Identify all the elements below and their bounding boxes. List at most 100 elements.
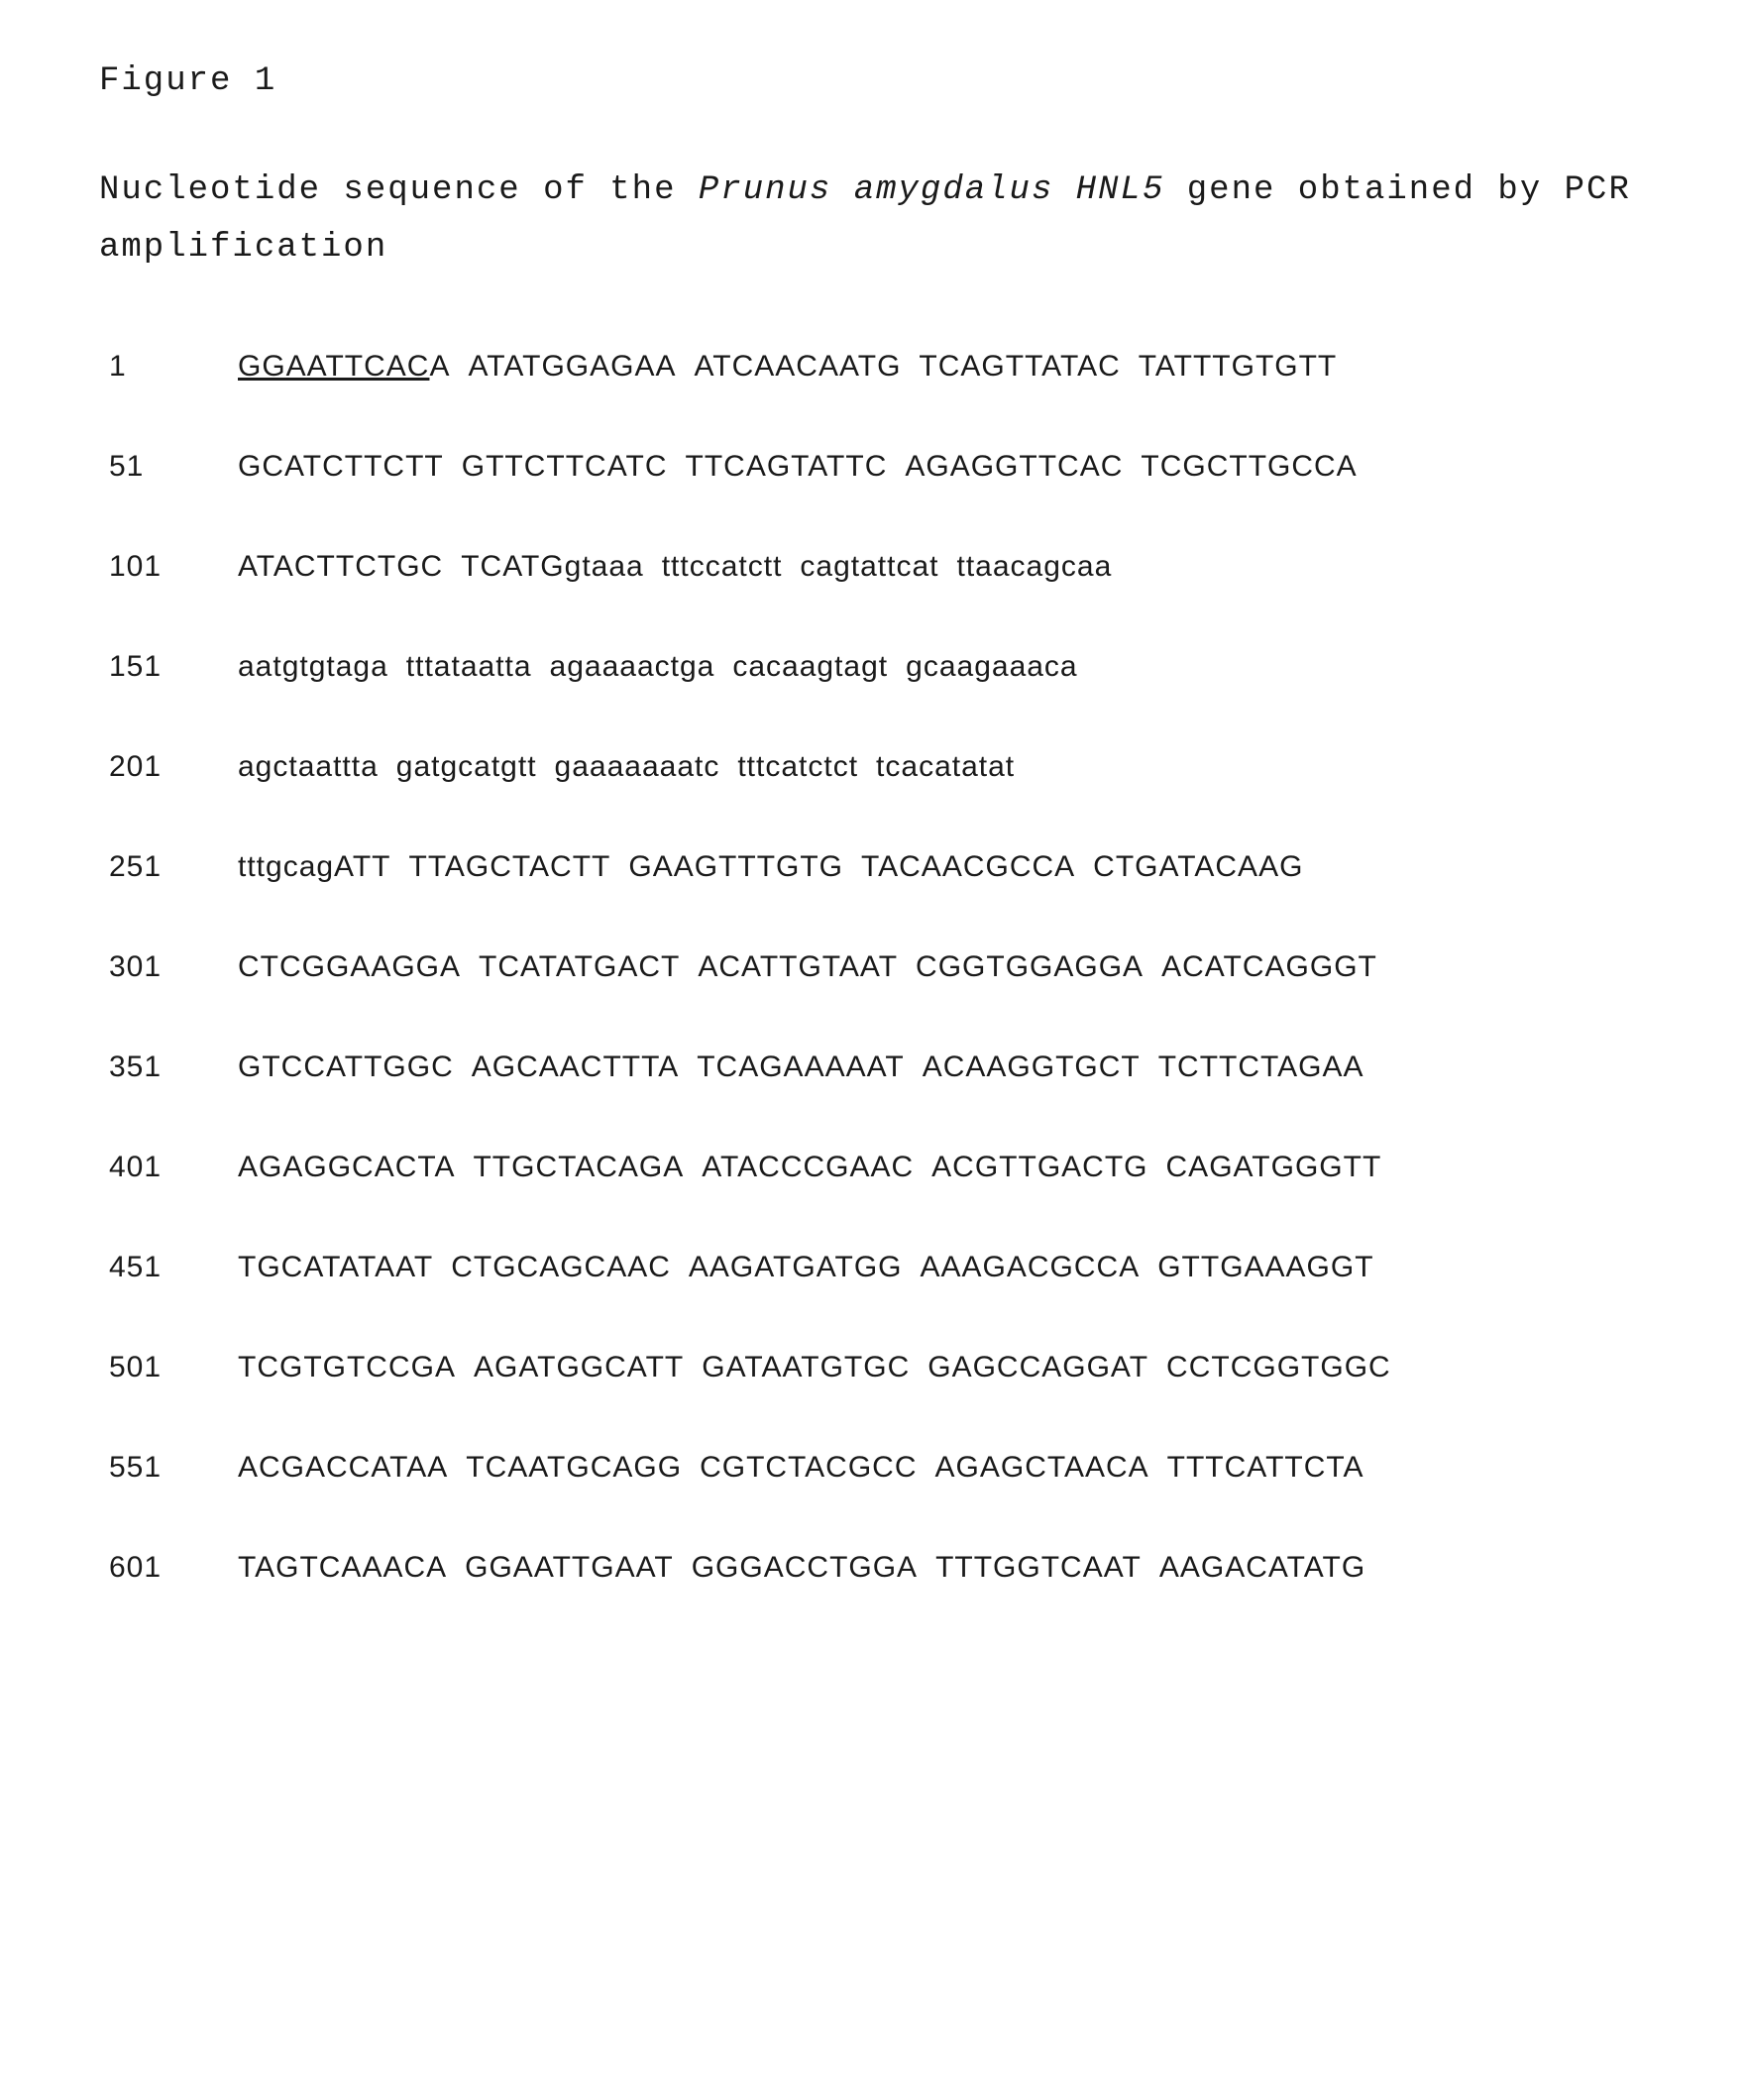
sequence-group: CCTCGGTGGC <box>1166 1348 1391 1386</box>
figure-label: Figure 1 <box>99 59 1645 103</box>
sequence-group: CTCGGAAGGA <box>238 947 461 986</box>
sequence-position: 201 <box>99 747 238 786</box>
sequence-groups: TCGTGTCCGA AGATGGCATT GATAATGTGC GAGCCAGGAT… <box>238 1348 1391 1386</box>
sequence-group: ttaacagcaa <box>957 547 1113 586</box>
sequence-position: 1 <box>99 347 238 386</box>
sequence-group: AAGACATATG <box>1159 1548 1365 1587</box>
sequence-position: 251 <box>99 847 238 886</box>
sequence-group: TCAGAAAAAT <box>697 1048 904 1086</box>
sequence-position: 101 <box>99 547 238 586</box>
sequence-row: 451TGCATATAAT CTGCAGCAAC AAGATGATGG AAAGACG… <box>99 1248 1645 1286</box>
sequence-position: 401 <box>99 1148 238 1186</box>
sequence-group: GCATCTTCTT <box>238 447 444 486</box>
sequence-group: GGGACCTGGA <box>692 1548 918 1587</box>
sequence-group: TCTTCTAGAA <box>1158 1048 1364 1086</box>
sequence-position: 551 <box>99 1448 238 1487</box>
sequence-group: TGCATATAAT <box>238 1248 433 1286</box>
sequence-group: AGCAACTTTA <box>472 1048 679 1086</box>
sequence-group: tttgcagATT <box>238 847 391 886</box>
sequence-group: TTAGCTACTT <box>409 847 611 886</box>
sequence-group: tcacatatat <box>876 747 1015 786</box>
sequence-group: GGAATTGAAT <box>465 1548 674 1587</box>
sequence-group: TCGCTTGCCA <box>1141 447 1357 486</box>
sequence-group: ATCAACAATG <box>695 347 902 386</box>
sequence-group: ATACCCGAAC <box>702 1148 914 1186</box>
sequence-group: gcaagaaaca <box>906 647 1077 686</box>
sequence-position: 451 <box>99 1248 238 1286</box>
figure-page: Figure 1 Nucleotide sequence of the Prun… <box>0 0 1744 1727</box>
sequence-group: aatgtgtaga <box>238 647 388 686</box>
sequence-group: ACGTTGACTG <box>931 1148 1147 1186</box>
sequence-group: CTGCAGCAAC <box>451 1248 671 1286</box>
sequence-group: cagtattcat <box>800 547 938 586</box>
sequence-group: TATTTGTGTT <box>1139 347 1338 386</box>
sequence-row: 551ACGACCATAA TCAATGCAGG CGTCTACGCC AGAGCTA… <box>99 1448 1645 1487</box>
sequence-group: CTGATACAAG <box>1093 847 1303 886</box>
sequence-row: 151aatgtgtagatttataattaagaaaactgacacaagt… <box>99 647 1645 686</box>
sequence-group: TTGCTACAGA <box>473 1148 684 1186</box>
sequence-groups: TAGTCAAACA GGAATTGAAT GGGACCTGGA TTTGGTCAAT… <box>238 1548 1365 1587</box>
sequence-group: GTTCTTCATC <box>462 447 668 486</box>
sequence-group: agaaaactga <box>550 647 715 686</box>
sequence-group: GATAATGTGC <box>702 1348 910 1386</box>
sequence-row: 251tttgcagATT TTAGCTACTT GAAGTTTGTG TACAACG… <box>99 847 1645 886</box>
sequence-group: TCGTGTCCGA <box>238 1348 456 1386</box>
sequence-row: 201agctaatttagatgcatgttgaaaaaaatctttcatc… <box>99 747 1645 786</box>
sequence-groups: TGCATATAAT CTGCAGCAAC AAGATGATGG AAAGACGCCA… <box>238 1248 1374 1286</box>
sequence-listing: 1GGAATTCACA ATATGGAGAA ATCAACAATG TCAGTTATA… <box>99 347 1645 1587</box>
sequence-group: GAAGTTTGTG <box>628 847 843 886</box>
sequence-group: ATATGGAGAA <box>468 347 676 386</box>
sequence-row: 1GGAATTCACA ATATGGAGAA ATCAACAATG TCAGTTATA… <box>99 347 1645 386</box>
sequence-group: TTCAGTATTC <box>686 447 888 486</box>
sequence-group: GAGCCAGGAT <box>927 1348 1148 1386</box>
sequence-group: TCATATGACT <box>479 947 680 986</box>
sequence-underlined: GGAATTCAC <box>238 350 429 383</box>
sequence-row: 401AGAGGCACTA TTGCTACAGA ATACCCGAAC ACGTTGA… <box>99 1148 1645 1186</box>
sequence-group: AGAGGCACTA <box>238 1148 455 1186</box>
sequence-group: GGAATTCACA <box>238 347 450 386</box>
sequence-group: tttccatctt <box>662 547 783 586</box>
sequence-position: 151 <box>99 647 238 686</box>
sequence-row: 351GTCCATTGGCAGCAACTTTATCAGAAAAATACAAGGT… <box>99 1048 1645 1086</box>
sequence-group: gaaaaaaatc <box>555 747 720 786</box>
sequence-group: cacaagtagt <box>732 647 888 686</box>
sequence-group: CGTCTACGCC <box>700 1448 917 1487</box>
sequence-group: AAGATGATGG <box>689 1248 903 1286</box>
sequence-row: 601TAGTCAAACA GGAATTGAAT GGGACCTGGA TTTGGTC… <box>99 1548 1645 1587</box>
sequence-group: ACATTGTAAT <box>698 947 898 986</box>
sequence-groups: tttgcagATT TTAGCTACTT GAAGTTTGTG TACAACGCCA… <box>238 847 1303 886</box>
sequence-group: CAGATGGGTT <box>1166 1148 1382 1186</box>
sequence-groups: ACGACCATAA TCAATGCAGG CGTCTACGCC AGAGCTAACA… <box>238 1448 1364 1487</box>
sequence-group: AGATGGCATT <box>474 1348 684 1386</box>
sequence-position: 51 <box>99 447 238 486</box>
sequence-group: ACGACCATAA <box>238 1448 448 1487</box>
sequence-groups: GCATCTTCTT GTTCTTCATC TTCAGTATTC AGAGGTTCAC… <box>238 447 1358 486</box>
sequence-group: TCAATGCAGG <box>466 1448 682 1487</box>
sequence-groups: aatgtgtagatttataattaagaaaactgacacaagtagt… <box>238 647 1078 686</box>
sequence-group: ACAAGGTGCT <box>923 1048 1141 1086</box>
sequence-groups: CTCGGAAGGA TCATATGACT ACATTGTAAT CGGTGGAGGA… <box>238 947 1377 986</box>
sequence-group: TTTGGTCAAT <box>935 1548 1142 1587</box>
sequence-groups: ATACTTCTGCTCATGgtaaatttccatcttcagtattcat… <box>238 547 1112 586</box>
sequence-groups: AGAGGCACTA TTGCTACAGA ATACCCGAAC ACGTTGACTG… <box>238 1148 1381 1186</box>
sequence-row: 301CTCGGAAGGA TCATATGACT ACATTGTAAT CGGTGGA… <box>99 947 1645 986</box>
sequence-group: CGGTGGAGGA <box>916 947 1144 986</box>
sequence-group: AAAGACGCCA <box>920 1248 1140 1286</box>
sequence-row: 51GCATCTTCTT GTTCTTCATC TTCAGTATTC AGAGGTTC… <box>99 447 1645 486</box>
sequence-position: 351 <box>99 1048 238 1086</box>
sequence-group: ATACTTCTGC <box>238 547 443 586</box>
sequence-row: 501TCGTGTCCGA AGATGGCATT GATAATGTGC GAGCCAG… <box>99 1348 1645 1386</box>
sequence-group: GTTGAAAGGT <box>1157 1248 1373 1286</box>
sequence-position: 301 <box>99 947 238 986</box>
caption-prefix: Nucleotide sequence of the <box>99 171 699 209</box>
sequence-groups: agctaatttagatgcatgttgaaaaaaatctttcatctct… <box>238 747 1015 786</box>
sequence-position: 501 <box>99 1348 238 1386</box>
sequence-group: AGAGCTAACA <box>935 1448 1149 1487</box>
sequence-group: AGAGGTTCAC <box>905 447 1123 486</box>
sequence-group: TAGTCAAACA <box>238 1548 447 1587</box>
sequence-position: 601 <box>99 1548 238 1587</box>
sequence-group: TACAACGCCA <box>861 847 1075 886</box>
sequence-group: TCAGTTATAC <box>919 347 1120 386</box>
sequence-group: TTTCATTCTA <box>1167 1448 1364 1487</box>
sequence-row: 101ATACTTCTGCTCATGgtaaatttccatcttcagtatt… <box>99 547 1645 586</box>
